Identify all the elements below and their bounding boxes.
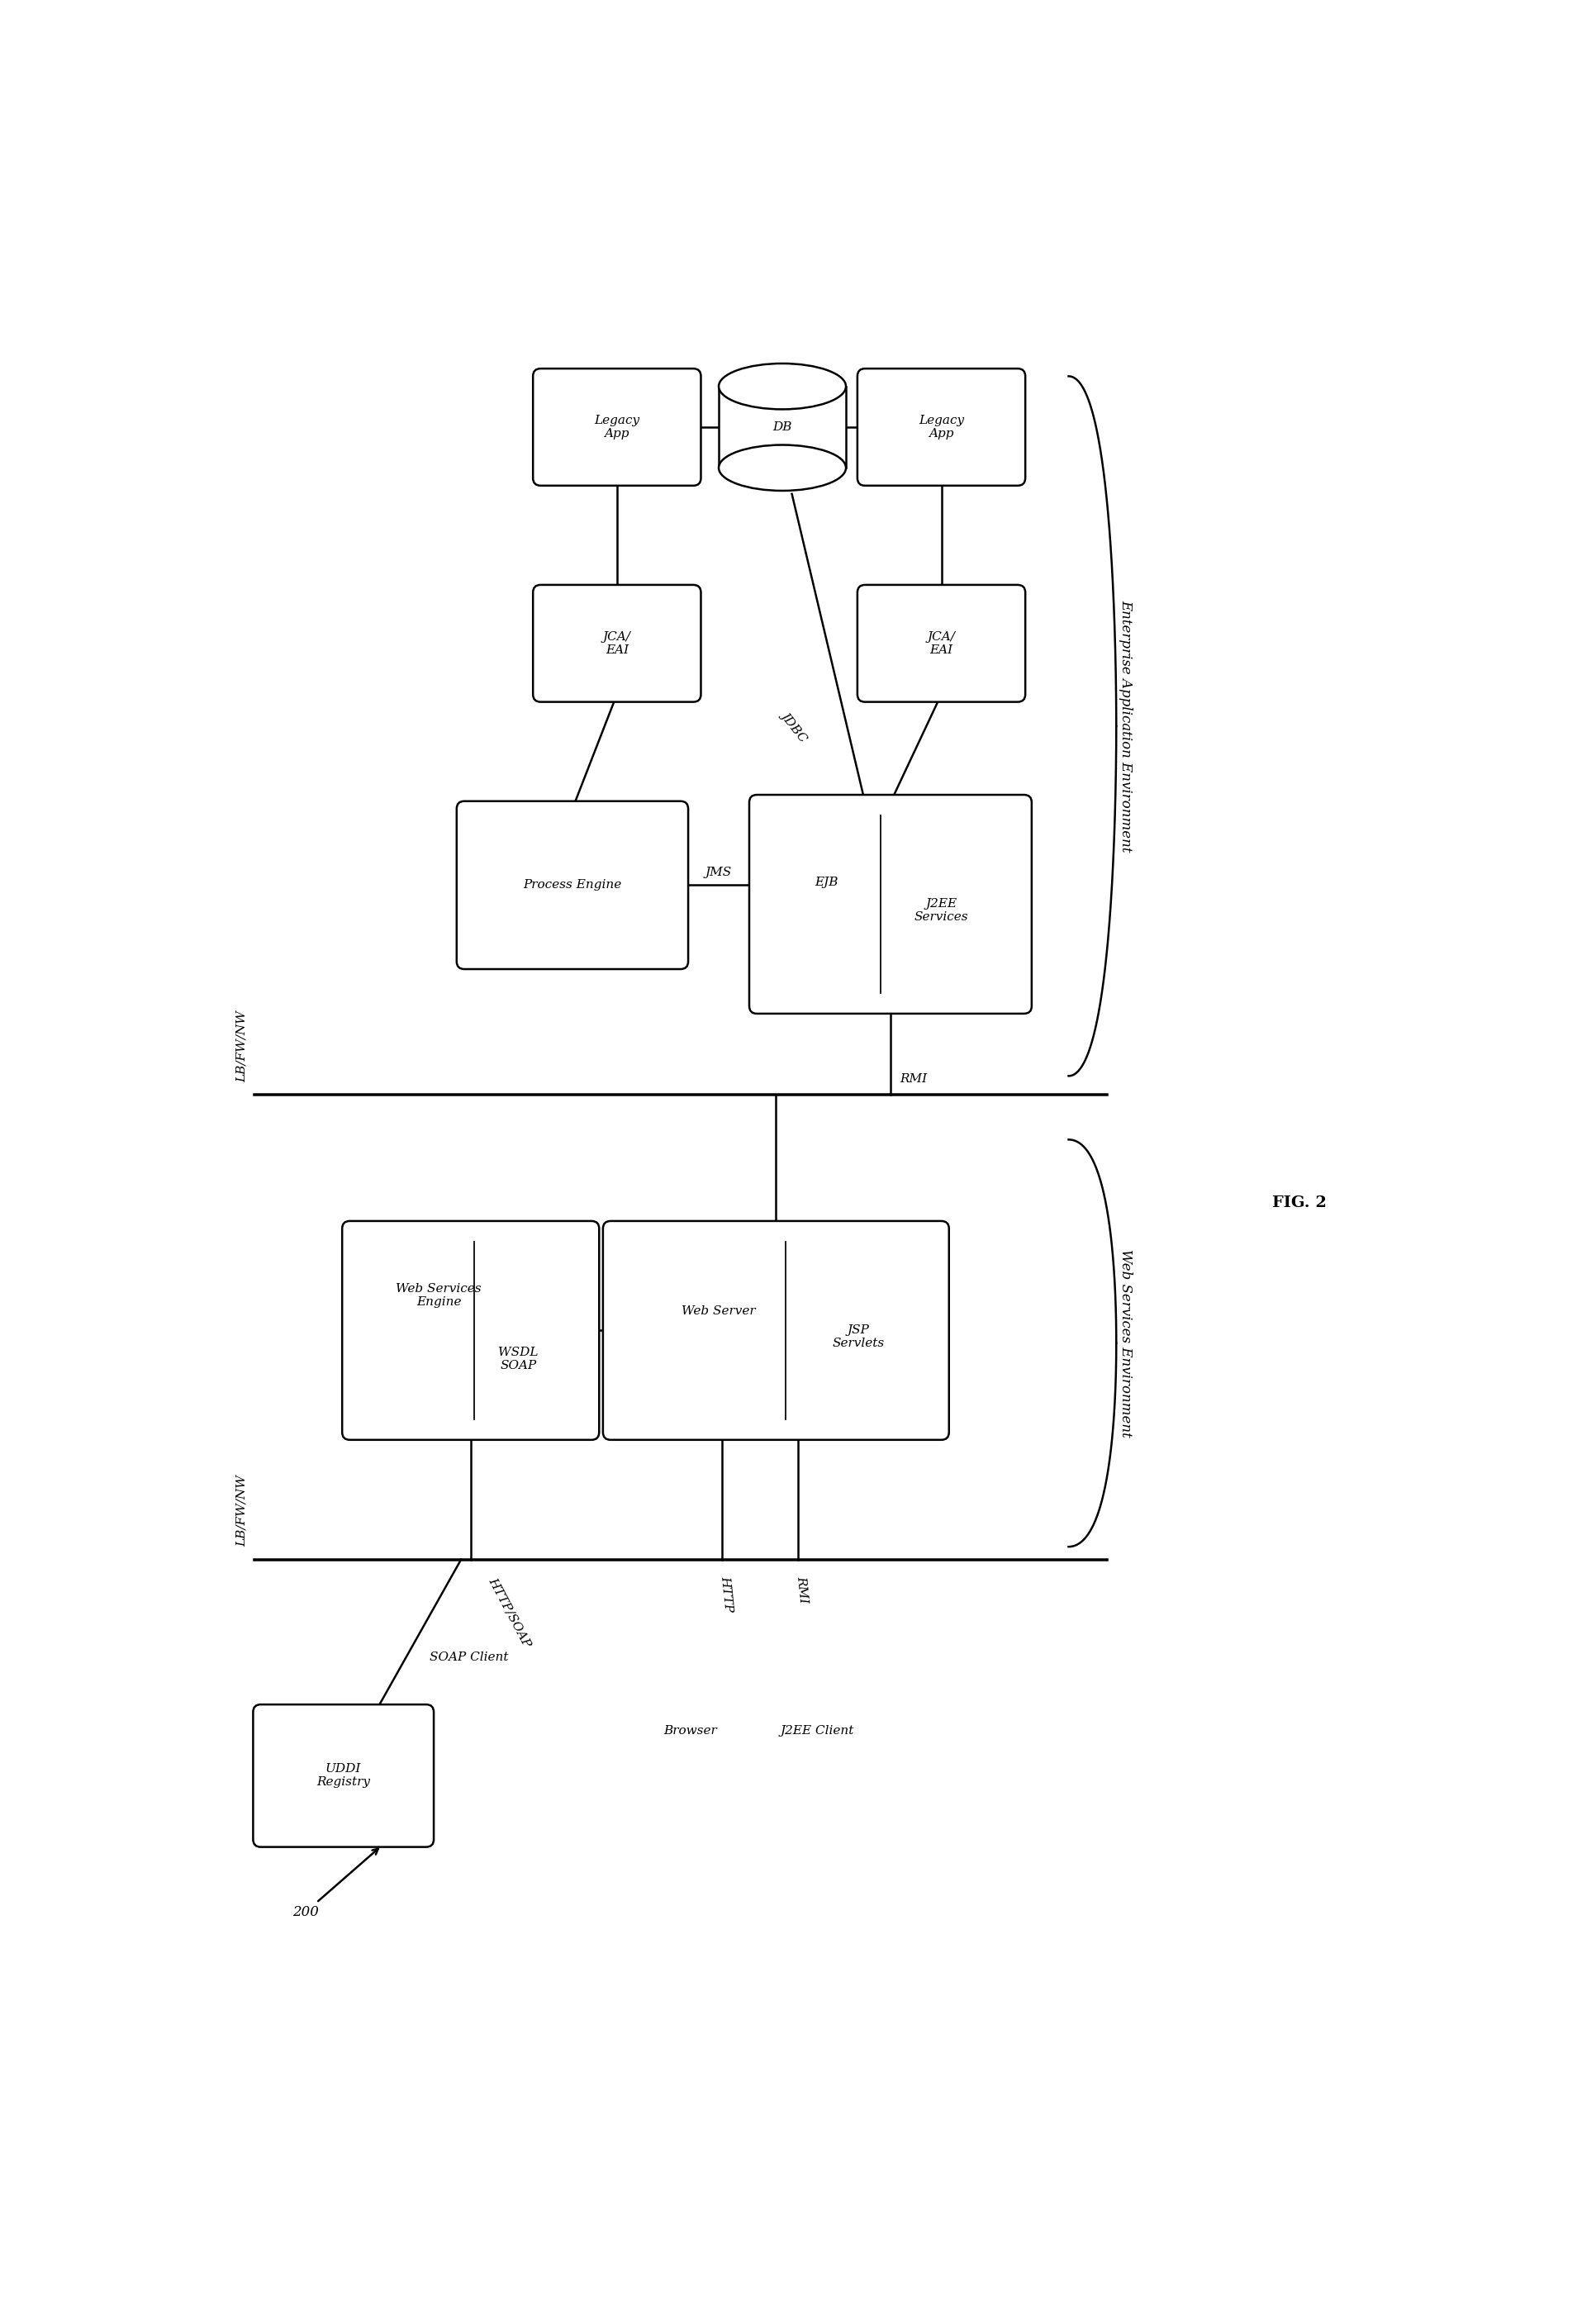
FancyBboxPatch shape [342,1220,598,1441]
Text: RMI: RMI [900,1074,927,1085]
FancyBboxPatch shape [533,586,701,702]
FancyBboxPatch shape [254,1703,434,1848]
Text: Process Engine: Process Engine [523,878,622,890]
Text: HTTP: HTTP [718,1576,734,1613]
FancyBboxPatch shape [857,586,1025,702]
Text: Browser: Browser [664,1724,717,1736]
FancyBboxPatch shape [603,1220,950,1441]
Text: DB: DB [772,421,792,432]
Text: UDDI
Registry: UDDI Registry [316,1764,370,1787]
Text: RMI: RMI [795,1576,809,1604]
Text: EJB: EJB [816,876,838,888]
Text: JCA/
EAI: JCA/ EAI [927,630,956,655]
Text: WSDL
SOAP: WSDL SOAP [498,1346,538,1371]
Text: Web Server: Web Server [681,1306,757,1318]
Text: LB/FW/NW: LB/FW/NW [236,1011,247,1083]
Text: Web Services Environment: Web Services Environment [1119,1248,1133,1436]
Text: J2EE
Services: J2EE Services [915,897,969,923]
Ellipse shape [718,363,846,409]
Text: SOAP Client: SOAP Client [429,1652,508,1664]
FancyBboxPatch shape [857,370,1025,486]
Text: JCA/
EAI: JCA/ EAI [603,630,630,655]
Text: 200: 200 [292,1848,378,1920]
Text: Legacy
App: Legacy App [919,414,964,439]
FancyBboxPatch shape [533,370,701,486]
Text: Web Services
Engine: Web Services Engine [396,1283,482,1308]
Ellipse shape [718,444,846,490]
Text: Legacy
App: Legacy App [594,414,640,439]
Text: JMS: JMS [705,867,733,878]
Text: Enterprise Application Environment: Enterprise Application Environment [1119,600,1133,853]
Bar [718,386,846,467]
Text: FIG. 2: FIG. 2 [1272,1197,1326,1211]
FancyBboxPatch shape [749,795,1031,1013]
Text: JSP
Servlets: JSP Servlets [833,1325,884,1350]
Text: J2EE Client: J2EE Client [780,1724,854,1736]
Text: LB/FW/NW: LB/FW/NW [236,1476,247,1548]
Text: HTTP/SOAP: HTTP/SOAP [487,1576,533,1650]
FancyBboxPatch shape [456,802,688,969]
Text: JDBC: JDBC [779,709,809,744]
